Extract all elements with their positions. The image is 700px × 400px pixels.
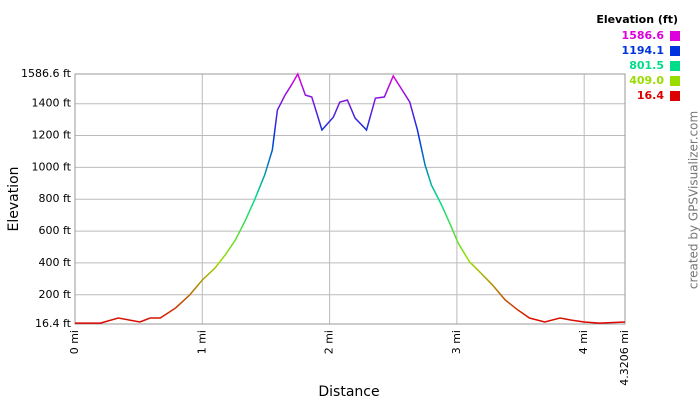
elevation-line [75, 72, 626, 324]
y-axis-title: Elevation [6, 166, 22, 231]
watermark: created by GPSVisualizer.com [687, 111, 700, 289]
legend-swatch [670, 61, 680, 71]
y-tick-label: 1400 ft [32, 97, 72, 110]
plot-frame [74, 73, 626, 325]
legend-title: Elevation (ft) [596, 13, 678, 26]
legend-label: 409.0 [629, 74, 664, 87]
legend-label: 1586.6 [622, 29, 665, 42]
legend-swatch [670, 46, 680, 56]
y-tick-label: 200 ft [39, 288, 72, 301]
y-tick-label: 400 ft [39, 256, 72, 269]
y-tick-label: 600 ft [39, 224, 72, 237]
x-tick-label: 2 mi [323, 330, 336, 354]
x-tick-label: 0 mi [68, 330, 81, 354]
legend-swatch [670, 91, 680, 101]
x-axis-title: Distance [318, 384, 379, 400]
y-tick-label: 1200 ft [32, 129, 72, 142]
legend-label: 1194.1 [622, 44, 664, 57]
x-tick-label: 1 mi [195, 330, 208, 354]
legend-label: 16.4 [637, 89, 664, 102]
y-tick-label: 1586.6 ft [21, 67, 72, 80]
legend-swatch [670, 76, 680, 86]
y-tick-label: 800 ft [39, 192, 72, 205]
x-tick-label: 4 mi [577, 330, 590, 354]
x-tick-label: 3 mi [450, 330, 463, 354]
x-tick-label: 4.3206 mi [618, 330, 631, 386]
legend-swatch [670, 31, 680, 41]
legend-label: 801.5 [629, 59, 664, 72]
y-tick-label: 1000 ft [32, 160, 72, 173]
y-tick-label: 16.4 ft [35, 317, 72, 330]
